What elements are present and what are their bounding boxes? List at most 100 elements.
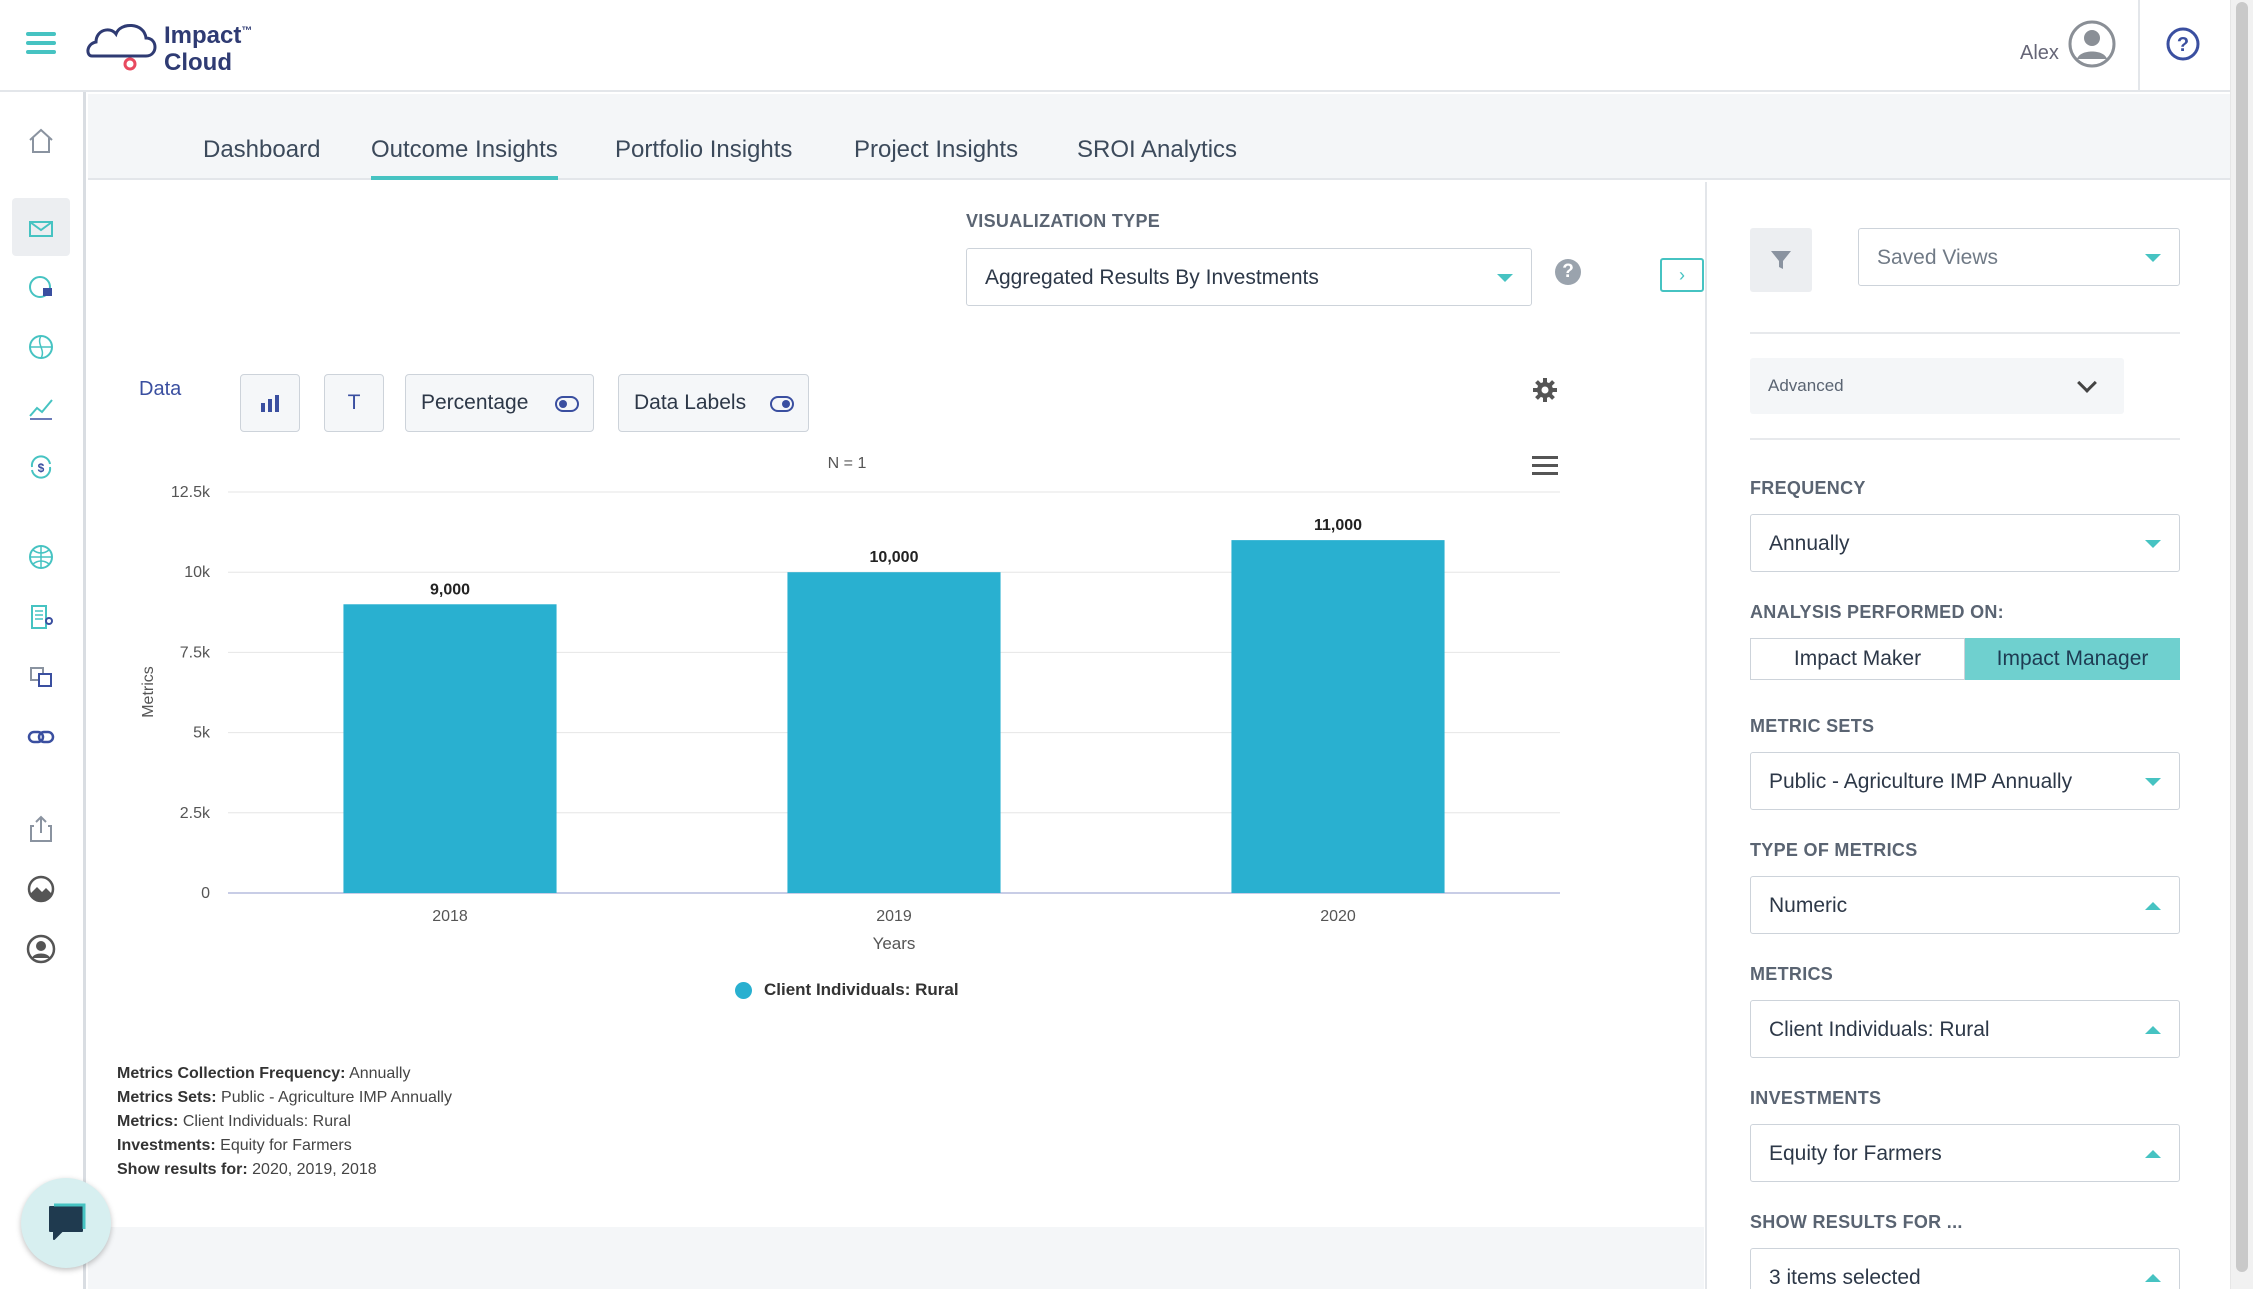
type-of-metrics-select[interactable]: Numeric (1750, 876, 2180, 934)
caret-down-icon (1497, 274, 1513, 282)
filter-summary: Metrics Collection Frequency: Annually M… (117, 1062, 452, 1182)
bar-chart-icon (261, 395, 279, 412)
cloud-logo-icon[interactable] (84, 14, 264, 78)
sidebar-trends[interactable] (12, 378, 70, 436)
bar (787, 572, 1001, 893)
help-icon[interactable]: ? (1555, 259, 1581, 285)
link-icon (27, 730, 55, 744)
svg-text:$: $ (38, 461, 45, 475)
y-tick-label: 0 (201, 885, 210, 902)
data-label: 11,000 (1314, 517, 1362, 534)
visualization-type-select[interactable]: Aggregated Results By Investments (966, 248, 1532, 306)
bar (343, 604, 557, 893)
collapse-panel-button[interactable]: › (1660, 258, 1704, 292)
logo-text: Impact™ Cloud (164, 22, 253, 76)
data-label: 10,000 (870, 549, 919, 566)
scrollbar-thumb[interactable] (2236, 2, 2248, 1272)
toggle-off-icon (555, 396, 579, 412)
chart-legend[interactable]: Client Individuals: Rural (735, 980, 959, 1000)
toggle-on-icon (770, 396, 794, 412)
caret-up-icon (2145, 902, 2161, 910)
sidebar-home[interactable] (12, 112, 70, 170)
investments-value: Equity for Farmers (1769, 1142, 1942, 1165)
metrics-select[interactable]: Client Individuals: Rural (1750, 1000, 2180, 1058)
footer-strip (88, 1227, 1704, 1289)
analysis-label: ANALYSIS PERFORMED ON: (1750, 602, 2004, 622)
saved-views-value: Saved Views (1877, 246, 1999, 269)
filter-icon (1771, 251, 1791, 269)
text-view-button[interactable]: T (324, 374, 384, 432)
pie-chart-icon (29, 276, 52, 298)
legend-marker (735, 981, 752, 999)
sidebar-portfolio[interactable] (12, 258, 70, 316)
translate-icon (30, 667, 52, 687)
investments-select[interactable]: Equity for Farmers (1750, 1124, 2180, 1182)
chat-button[interactable] (21, 1178, 111, 1268)
help-symbol: ? (2177, 34, 2189, 56)
frequency-select[interactable]: Annually (1750, 514, 2180, 572)
sidebar: $ (0, 92, 86, 1289)
percentage-label: Percentage (421, 391, 529, 414)
x-tick-label: 2020 (1320, 908, 1356, 925)
impact-maker-button[interactable]: Impact Maker (1750, 638, 1965, 680)
caret-down-icon (2145, 778, 2161, 786)
percentage-toggle[interactable]: Percentage (405, 374, 594, 432)
tab-sroi-analytics[interactable]: SROI Analytics (1077, 136, 1238, 163)
metric-sets-value: Public - Agriculture IMP Annually (1769, 770, 2073, 793)
user-name: Alex (2020, 42, 2059, 64)
sidebar-links[interactable] (12, 708, 70, 766)
summary-row: Metrics: Client Individuals: Rural (117, 1113, 351, 1130)
home-icon (29, 128, 53, 153)
show-results-select[interactable]: 3 items selected (1750, 1248, 2180, 1289)
sidebar-translate[interactable] (12, 648, 70, 706)
sidebar-landscape[interactable] (12, 860, 70, 918)
sidebar-sroi[interactable]: $ (12, 438, 70, 496)
divider (2138, 0, 2140, 92)
metric-sets-select[interactable]: Public - Agriculture IMP Annually (1750, 752, 2180, 810)
filter-button[interactable] (1750, 228, 1812, 292)
advanced-toggle[interactable]: Advanced (1750, 358, 2124, 414)
data-label: Data (139, 378, 182, 400)
user-circle-icon[interactable] (2068, 20, 2116, 68)
summary-row: Metrics Collection Frequency: Annually (117, 1065, 411, 1082)
y-tick-label: 5k (193, 725, 211, 742)
y-tick-label: 2.5k (180, 805, 211, 822)
saved-views-select[interactable]: Saved Views (1858, 228, 2180, 286)
question-circle-icon[interactable]: ? (2165, 26, 2201, 62)
bar-chart: N = 1 0 2.5k 5k 7.5k 10k 12.5k 9,000 2018 10,00… (140, 455, 1560, 953)
metrics-value: Client Individuals: Rural (1769, 1018, 1990, 1041)
sidebar-share[interactable] (12, 800, 70, 858)
type-of-metrics-label: TYPE OF METRICS (1750, 840, 1918, 860)
data-labels-toggle[interactable]: Data Labels (618, 374, 809, 432)
tab-portfolio-insights[interactable]: Portfolio Insights (615, 136, 793, 163)
share-icon (30, 815, 52, 842)
summary-row: Show results for: 2020, 2019, 2018 (117, 1161, 377, 1178)
y-tick-label: 12.5k (171, 484, 211, 501)
sidebar-profile[interactable] (12, 920, 70, 978)
sidebar-organizations[interactable] (12, 588, 70, 646)
impact-manager-button[interactable]: Impact Manager (1965, 638, 2180, 680)
tab-dashboard[interactable]: Dashboard (203, 136, 321, 163)
hamburger-icon[interactable] (26, 32, 56, 58)
bar-chart-button[interactable] (240, 374, 300, 432)
caret-up-icon (2145, 1026, 2161, 1034)
tab-project-insights[interactable]: Project Insights (854, 136, 1019, 163)
sidebar-world[interactable] (12, 528, 70, 586)
profile-icon (26, 934, 56, 964)
caret-up-icon (2145, 1274, 2161, 1282)
data-label: 9,000 (430, 581, 470, 598)
sidebar-globe[interactable] (12, 318, 70, 376)
tab-outcome-insights[interactable]: Outcome Insights (371, 136, 558, 180)
line-chart-icon (29, 399, 53, 420)
y-tick-label: 10k (184, 564, 211, 581)
show-results-value: 3 items selected (1769, 1266, 1921, 1289)
x-tick-label: 2019 (876, 908, 912, 925)
caret-down-icon (2145, 254, 2161, 262)
chart-menu-icon[interactable] (1532, 456, 1558, 478)
gear-icon[interactable] (1532, 377, 1558, 403)
scrollbar[interactable] (2230, 0, 2253, 1289)
investments-label: INVESTMENTS (1750, 1088, 1882, 1108)
x-tick-label: 2018 (432, 908, 468, 925)
sidebar-outcome[interactable] (12, 198, 70, 256)
